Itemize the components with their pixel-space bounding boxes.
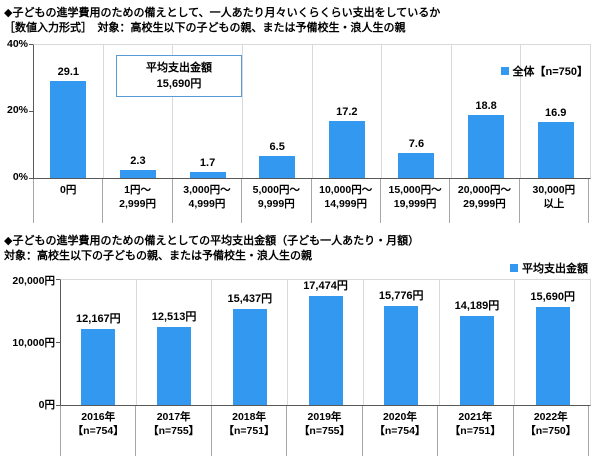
bar-column: 15,776円 [364,280,440,405]
bar-value-label: 17.2 [336,106,358,118]
chart1-category-axis: 0円 1円～ 2,999円 3,000円～ 4,999円 5,000円～ 9,999円… [33,179,589,223]
category-label: 2017年 【n=755】 [136,406,212,456]
chart2-title: ◆子どもの進学費用のための備えとしての平均支出金額（子ども一人あたり・月額） [4,235,420,247]
y-axis-tick-label: 20% [6,104,28,116]
bar [119,170,156,178]
bar-value-label: 17,474円 [303,280,348,292]
chart1-legend: 全体【n=750】 [500,63,589,79]
bar-column: 15,690円 [515,280,590,405]
average-amount-value: 15,690円 [156,78,202,90]
bar-value-label: 16.9 [544,107,567,119]
category-label: 30,000円 以上 [520,179,589,223]
bar [232,309,267,405]
bar-column: 17.2 [313,45,383,178]
category-label: 15,000円～ 19,999円 [381,179,451,223]
y-axis-tick-label: 40% [6,38,28,50]
category-label: 10,000円～ 14,999円 [312,179,381,223]
bar-value-label: 1.7 [199,157,216,169]
y-axis-tick-label: 0% [12,171,28,183]
bar-column: 18.8 [452,45,522,178]
bar-value-label: 15,690円 [530,291,575,303]
bar-value-label: 12,167円 [76,313,121,325]
category-label: 1円～ 2,999円 [103,179,173,223]
chart2-legend-label: 平均支出金額 [522,263,588,275]
bar [384,306,419,405]
bar [259,156,296,178]
chart2-category-axis: 2016年 【n=754】 2017年 【n=755】 2018年 【n=751】 2… [60,406,589,456]
bar-value-label: 14,189円 [454,300,500,312]
bar-value-label: 15,776円 [378,290,424,302]
chart2-legend: 平均支出金額 [510,260,588,276]
bar-column: 15,437円 [212,280,289,405]
chart1-legend-label: 全体【n=750】 [512,66,589,78]
category-label: 5,000円～ 9,999円 [242,179,312,223]
bar [468,115,505,178]
bar [189,172,226,178]
bar [328,121,365,178]
legend-square-icon [510,264,518,272]
bar-column: 16.9 [521,45,590,178]
y-axis-tick [56,279,60,280]
y-axis-tick-label: 20,000円 [12,275,55,287]
category-label: 2020年 【n=754】 [363,406,439,456]
bar-column: 12,513円 [137,280,213,405]
chart1-subtitle: ［数値入力形式］ 対象：高校生以下の子どもの親、または予備校生・浪人生の親 [4,22,406,34]
category-label: 2018年 【n=751】 [212,406,288,456]
y-axis-tick-label: 0円 [38,399,55,411]
y-axis-tick [29,178,33,179]
bar-column: 17,474円 [288,280,364,405]
category-label: 2021年 【n=751】 [438,406,514,456]
bar [157,327,192,405]
chart2-subtitle: 対象：高校生以下の子どもの親、または予備校生・浪人生の親 [4,250,312,262]
y-axis-tick [56,405,60,406]
bar-column: 29.1 [34,45,104,178]
legend-square-icon [500,67,509,75]
category-label: 2022年 【n=750】 [514,406,589,456]
bar-column: 6.5 [243,45,313,178]
bar-column: 2.3 [104,45,174,178]
y-axis-tick-label: 10,000円 [12,337,55,349]
average-amount-annotation-box: 平均支出金額 15,690円 [116,55,242,97]
chart1-title: ◆子どもの進学費用のための備えとして、一人あたり月々いくらくらい支出をしているか [4,7,441,19]
bar [459,316,494,405]
bar-value-label: 12,513円 [151,311,197,323]
average-amount-title: 平均支出金額 [146,62,212,74]
category-label: 2016年 【n=754】 [60,406,137,456]
y-axis-tick [29,44,33,45]
bar [398,153,435,178]
bar [537,122,574,178]
bar [81,329,116,405]
category-label: 0円 [33,179,104,223]
bar-value-label: 2.3 [130,155,146,167]
category-label: 2019年 【n=755】 [287,406,363,456]
bar-column: 1.7 [173,45,243,178]
chart2-plot-area: 12,167円 12,513円 15,437円 17,474円 15,776円 14,18… [56,279,591,406]
bar-value-label: 6.5 [269,141,285,153]
y-axis-tick [56,341,60,343]
bar-value-label: 7.6 [408,138,425,150]
bar-column: 7.6 [382,45,452,178]
bar-column: 14,189円 [440,280,516,405]
bar-value-label: 15,437円 [227,293,273,305]
bar-value-label: 29.1 [57,66,80,78]
bar [535,307,570,405]
category-label: 3,000円～ 4,999円 [173,179,243,223]
bar [308,296,343,405]
bar-column: 12,167円 [61,280,137,405]
y-axis-tick [29,110,33,112]
bar [50,81,87,178]
bar-value-label: 18.8 [475,100,497,112]
category-label: 20,000円～ 29,999円 [450,179,520,223]
